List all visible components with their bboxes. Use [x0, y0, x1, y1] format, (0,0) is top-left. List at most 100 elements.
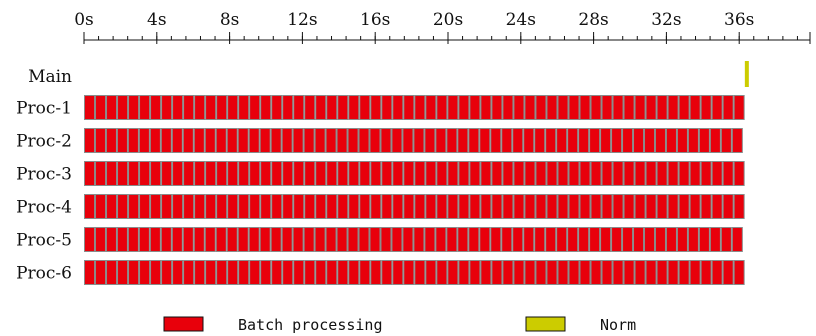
batch-segment — [623, 95, 635, 120]
batch-segment — [161, 194, 173, 219]
batch-segment — [260, 161, 272, 186]
batch-segment — [105, 227, 117, 252]
batch-segment — [204, 227, 216, 252]
legend-swatch-norm — [525, 316, 566, 332]
batch-segment — [370, 260, 382, 285]
batch-segment — [139, 260, 151, 285]
batch-segment — [314, 128, 326, 153]
batch-segment — [172, 95, 184, 120]
batch-segment — [568, 161, 580, 186]
batch-segment — [524, 194, 536, 219]
legend: Batch processing Norm — [163, 316, 636, 334]
batch-segment — [425, 161, 437, 186]
batch-segment — [722, 260, 734, 285]
batch-segment — [513, 95, 525, 120]
batch-segment — [336, 128, 348, 153]
batch-segment — [590, 161, 602, 186]
batch-segment — [413, 227, 425, 252]
batch-segment — [238, 161, 250, 186]
batch-segment — [425, 194, 437, 219]
batch-segment — [589, 128, 601, 153]
batch-segment — [84, 128, 95, 153]
batch-segment — [546, 161, 558, 186]
batch-segment — [601, 194, 613, 219]
batch-segment — [326, 95, 338, 120]
batch-segment — [678, 194, 690, 219]
batch-segment — [358, 227, 370, 252]
batch-segment — [689, 260, 701, 285]
batch-segment — [370, 161, 382, 186]
batch-segment — [348, 161, 360, 186]
row-label: Proc-4 — [16, 198, 72, 218]
batch-segment — [370, 194, 382, 219]
batch-segment — [216, 260, 228, 285]
batch-segment — [678, 260, 690, 285]
batch-segment — [524, 95, 536, 120]
batch-segment — [534, 128, 546, 153]
batch-segment — [656, 95, 668, 120]
batch-segment — [468, 227, 480, 252]
batch-segment — [172, 194, 184, 219]
batch-segment — [469, 95, 481, 120]
batch-segment — [381, 260, 393, 285]
row-label: Proc-5 — [16, 231, 72, 251]
batch-segment — [654, 227, 666, 252]
batch-segment — [687, 227, 699, 252]
batch-segment — [513, 194, 525, 219]
batch-segment — [654, 128, 666, 153]
batch-segment — [568, 260, 580, 285]
batch-segment — [622, 128, 634, 153]
batch-segment — [182, 227, 194, 252]
batch-segment — [292, 128, 304, 153]
batch-segment — [678, 161, 690, 186]
tick-label: 12s — [287, 10, 317, 30]
batch-segment — [260, 194, 272, 219]
batch-segment — [590, 95, 602, 120]
process-rows: Main Proc-1 Proc-2 Proc-3 Proc-4 Proc-5 Proc-6 — [16, 61, 749, 285]
row-proc-2: Proc-2 — [16, 128, 743, 153]
row-proc-3: Proc-3 — [16, 161, 745, 186]
batch-segment — [436, 260, 448, 285]
batch-segment — [117, 194, 129, 219]
batch-segment — [150, 95, 162, 120]
row-label: Proc-2 — [16, 132, 72, 152]
batch-segment — [645, 161, 657, 186]
batch-segment — [644, 128, 655, 153]
batch-segment — [359, 161, 371, 186]
batch-segment — [161, 260, 173, 285]
batch-segment — [315, 260, 327, 285]
batch-segment — [249, 194, 261, 219]
batch-segment — [149, 227, 161, 252]
batch-segment — [293, 95, 305, 120]
legend-swatch-batch — [163, 316, 204, 332]
batch-segment — [139, 95, 151, 120]
batch-segment — [457, 128, 469, 153]
batch-segment — [644, 227, 655, 252]
batch-segment — [589, 227, 601, 252]
batch-segment — [513, 161, 525, 186]
batch-segment — [315, 95, 327, 120]
time-axis: 0s 4s 8s 12s 16s 20s 24s 28s 32s 36s — [74, 10, 811, 44]
batch-segment — [546, 194, 558, 219]
batch-segment — [435, 128, 447, 153]
batch-segment — [480, 194, 492, 219]
batch-segment — [600, 128, 612, 153]
batch-segment — [491, 260, 503, 285]
batch-segment — [665, 227, 677, 252]
batch-segment — [687, 128, 699, 153]
batch-segment — [326, 161, 338, 186]
batch-segment — [720, 227, 732, 252]
batch-segment — [227, 194, 239, 219]
batch-segment — [711, 95, 723, 120]
batch-segment — [194, 260, 206, 285]
batch-segment — [348, 95, 360, 120]
batch-segment — [722, 95, 734, 120]
batch-segment — [700, 194, 712, 219]
batch-segment — [578, 227, 590, 252]
batch-segment — [215, 227, 227, 252]
batch-segment — [645, 260, 657, 285]
batch-segment — [95, 260, 107, 285]
batch-segment — [117, 161, 129, 186]
batch-segment — [557, 161, 569, 186]
batch-segment — [446, 227, 458, 252]
